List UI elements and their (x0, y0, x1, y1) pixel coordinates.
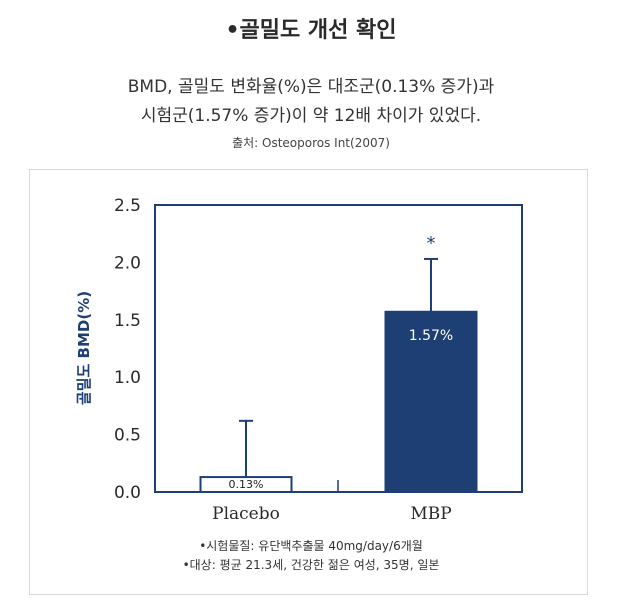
data-label: 0.13% (229, 478, 264, 491)
test-material-note: •시험물질: 유단백추출물 40mg/day/6개월 (199, 539, 423, 553)
y-tick-label: 2.5 (114, 196, 141, 216)
x-axis-labels: Placebo MBP (212, 504, 452, 524)
data-label: 1.57% (409, 328, 453, 344)
y-axis-label: 골밀도 BMD(%) (75, 291, 93, 405)
x-category-label: Placebo (212, 504, 280, 524)
description-line-1: BMD, 골밀도 변화율(%)은 대조군(0.13% 증가)과 (127, 77, 495, 97)
y-tick-label: 1.5 (114, 311, 141, 331)
chart-panel (29, 169, 588, 595)
page-title: •골밀도 개선 확인 (225, 18, 397, 43)
source-citation: 출처: Osteoporos Int(2007) (232, 136, 390, 150)
y-tick-label: 0.5 (114, 426, 141, 446)
bars-group: 0.13% 1.57% * (199, 233, 478, 493)
y-axis-ticks: 0.0 0.5 1.0 1.5 2.0 2.5 (114, 196, 141, 503)
y-tick-label: 0.0 (114, 483, 141, 503)
bar-mbp (384, 310, 478, 493)
y-tick-label: 1.0 (114, 368, 141, 388)
subjects-note: •대상: 평균 21.3세, 건강한 젊은 여성, 35명, 일본 (182, 558, 440, 572)
significance-marker: * (427, 233, 436, 254)
x-category-label: MBP (410, 504, 451, 524)
y-tick-label: 2.0 (114, 253, 141, 273)
description-line-2: 시험군(1.57% 증가)이 약 12배 차이가 있었다. (140, 106, 482, 126)
